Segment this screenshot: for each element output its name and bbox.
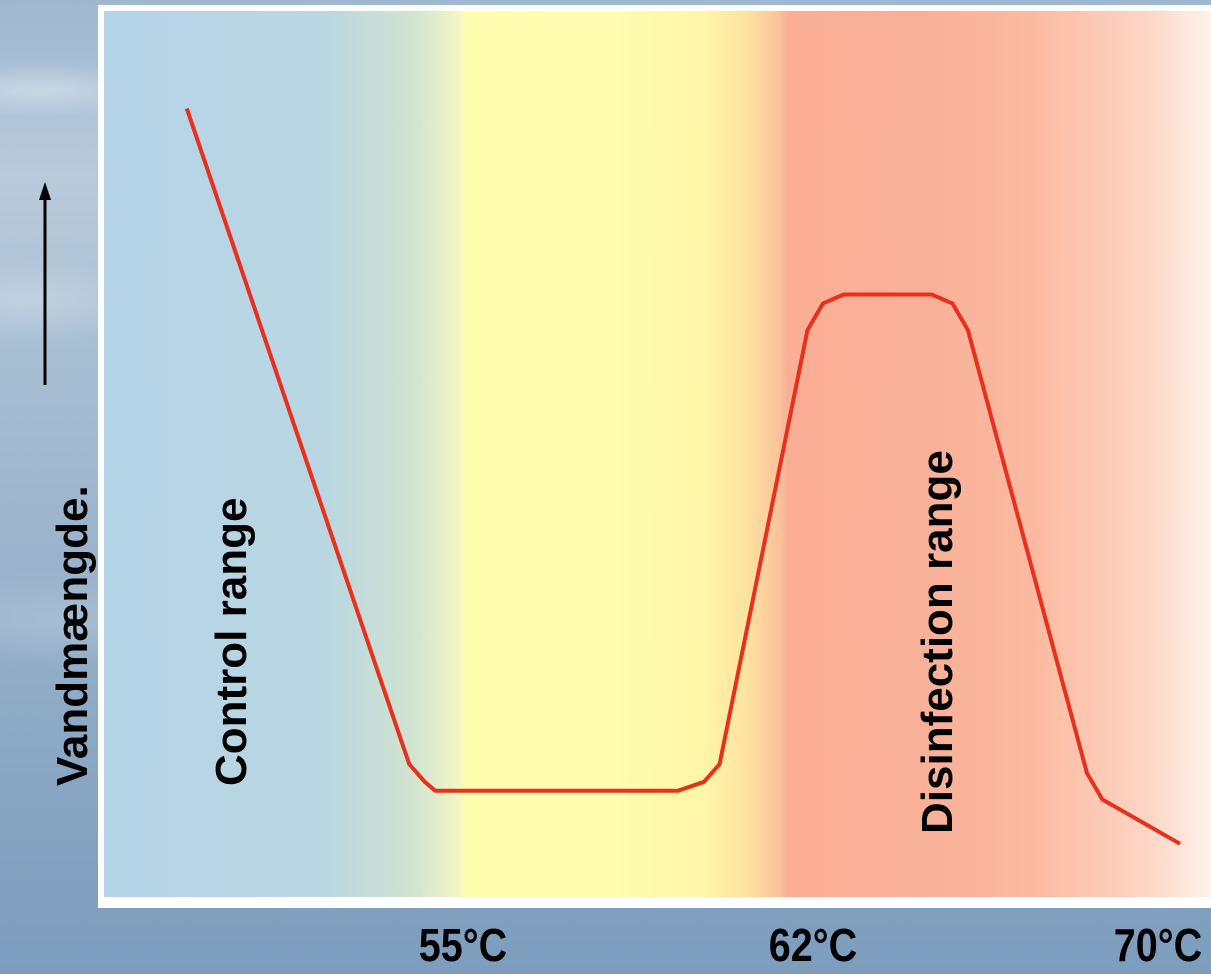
y-axis-label: Vandmængde. <box>48 485 97 786</box>
x-tick-label-62: 62°C <box>768 919 858 971</box>
region-label-disinfection: Disinfection range <box>913 450 962 834</box>
x-tick-label-70: 70°C <box>1113 919 1203 971</box>
plot-area <box>104 11 1211 897</box>
y-axis-arrow-head <box>39 182 51 200</box>
series-line <box>184 107 1181 846</box>
x-tick-label-55: 55°C <box>418 919 508 971</box>
region-label-control: Control range <box>207 497 256 786</box>
